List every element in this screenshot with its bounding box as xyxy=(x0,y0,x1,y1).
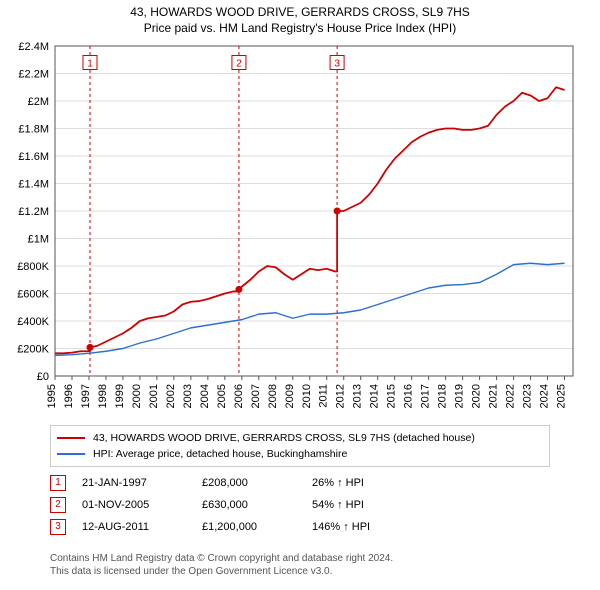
svg-text:2021: 2021 xyxy=(488,384,500,408)
svg-text:2017: 2017 xyxy=(420,384,432,408)
sale-marker: 1 xyxy=(50,475,66,491)
svg-text:2003: 2003 xyxy=(182,384,194,408)
svg-text:£2M: £2M xyxy=(28,96,49,108)
legend-row: HPI: Average price, detached house, Buck… xyxy=(57,446,543,462)
svg-text:£1.8M: £1.8M xyxy=(18,124,49,136)
svg-text:2010: 2010 xyxy=(301,384,313,408)
svg-text:2016: 2016 xyxy=(403,384,415,408)
svg-text:£800K: £800K xyxy=(17,261,49,273)
sales-row: 3 12-AUG-2011£1,200,000146% ↑ HPI xyxy=(50,516,550,538)
sale-date: 21-JAN-1997 xyxy=(82,477,202,489)
svg-text:£1.6M: £1.6M xyxy=(18,151,49,163)
svg-text:2006: 2006 xyxy=(233,384,245,408)
legend-box: 43, HOWARDS WOOD DRIVE, GERRARDS CROSS, … xyxy=(50,425,550,467)
footer-text: Contains HM Land Registry data © Crown c… xyxy=(50,552,550,578)
svg-text:2023: 2023 xyxy=(522,384,534,408)
svg-text:2004: 2004 xyxy=(199,384,211,408)
svg-text:2002: 2002 xyxy=(165,384,177,408)
sale-price: £1,200,000 xyxy=(202,521,312,533)
svg-text:2015: 2015 xyxy=(386,384,398,408)
svg-text:2008: 2008 xyxy=(267,384,279,408)
svg-text:3: 3 xyxy=(334,59,340,70)
sale-date: 12-AUG-2011 xyxy=(82,521,202,533)
sales-table: 1 21-JAN-1997£208,00026% ↑ HPI 2 01-NOV-200… xyxy=(50,472,550,538)
svg-text:1995: 1995 xyxy=(46,384,58,408)
chart-container: 43, HOWARDS WOOD DRIVE, GERRARDS CROSS, … xyxy=(0,0,600,590)
footer-line-1: Contains HM Land Registry data © Crown c… xyxy=(50,552,550,565)
svg-text:1999: 1999 xyxy=(114,384,126,408)
svg-text:2000: 2000 xyxy=(131,384,143,408)
svg-text:1996: 1996 xyxy=(63,384,75,408)
svg-text:2005: 2005 xyxy=(216,384,228,408)
svg-text:1997: 1997 xyxy=(80,384,92,408)
title-line-1: 43, HOWARDS WOOD DRIVE, GERRARDS CROSS, … xyxy=(0,4,600,20)
svg-text:2013: 2013 xyxy=(352,384,364,408)
svg-text:2012: 2012 xyxy=(335,384,347,408)
sale-marker: 3 xyxy=(50,519,66,535)
legend-label: HPI: Average price, detached house, Buck… xyxy=(93,448,347,460)
svg-text:2014: 2014 xyxy=(369,384,381,408)
svg-text:£0: £0 xyxy=(37,371,49,383)
sale-pct-vs-hpi: 26% ↑ HPI xyxy=(312,477,392,489)
svg-text:£1.4M: £1.4M xyxy=(18,179,49,191)
legend-swatch xyxy=(57,437,85,439)
svg-text:2001: 2001 xyxy=(148,384,160,408)
svg-text:2020: 2020 xyxy=(471,384,483,408)
svg-text:2019: 2019 xyxy=(454,384,466,408)
sale-price: £208,000 xyxy=(202,477,312,489)
svg-text:2009: 2009 xyxy=(284,384,296,408)
svg-text:£200K: £200K xyxy=(17,344,49,356)
svg-text:2024: 2024 xyxy=(539,384,551,408)
svg-text:£2.4M: £2.4M xyxy=(18,41,49,53)
svg-text:2022: 2022 xyxy=(505,384,517,408)
svg-text:2025: 2025 xyxy=(556,384,568,408)
svg-text:£1.2M: £1.2M xyxy=(18,206,49,218)
chart-svg: £0 £200K £400K £600K £800K £1M £1.2M £1.4M £1.6M… xyxy=(0,0,600,420)
sale-pct-vs-hpi: 146% ↑ HPI xyxy=(312,521,392,533)
svg-text:1: 1 xyxy=(87,59,93,70)
chart-title: 43, HOWARDS WOOD DRIVE, GERRARDS CROSS, … xyxy=(0,4,600,36)
svg-text:£2.2M: £2.2M xyxy=(18,69,49,81)
legend-swatch xyxy=(57,453,85,455)
svg-text:2: 2 xyxy=(236,59,242,70)
footer-line-2: This data is licensed under the Open Gov… xyxy=(50,565,550,578)
svg-text:£400K: £400K xyxy=(17,316,49,328)
svg-text:£1M: £1M xyxy=(28,234,49,246)
svg-text:£600K: £600K xyxy=(17,289,49,301)
sales-row: 1 21-JAN-1997£208,00026% ↑ HPI xyxy=(50,472,550,494)
sale-date: 01-NOV-2005 xyxy=(82,499,202,511)
title-line-2: Price paid vs. HM Land Registry's House … xyxy=(0,20,600,36)
sale-pct-vs-hpi: 54% ↑ HPI xyxy=(312,499,392,511)
svg-text:1998: 1998 xyxy=(97,384,109,408)
sale-price: £630,000 xyxy=(202,499,312,511)
svg-text:2007: 2007 xyxy=(250,384,262,408)
sale-marker: 2 xyxy=(50,497,66,513)
legend-label: 43, HOWARDS WOOD DRIVE, GERRARDS CROSS, … xyxy=(93,432,475,444)
svg-text:2011: 2011 xyxy=(318,384,330,408)
legend-row: 43, HOWARDS WOOD DRIVE, GERRARDS CROSS, … xyxy=(57,430,543,446)
svg-text:2018: 2018 xyxy=(437,384,449,408)
sales-row: 2 01-NOV-2005£630,00054% ↑ HPI xyxy=(50,494,550,516)
